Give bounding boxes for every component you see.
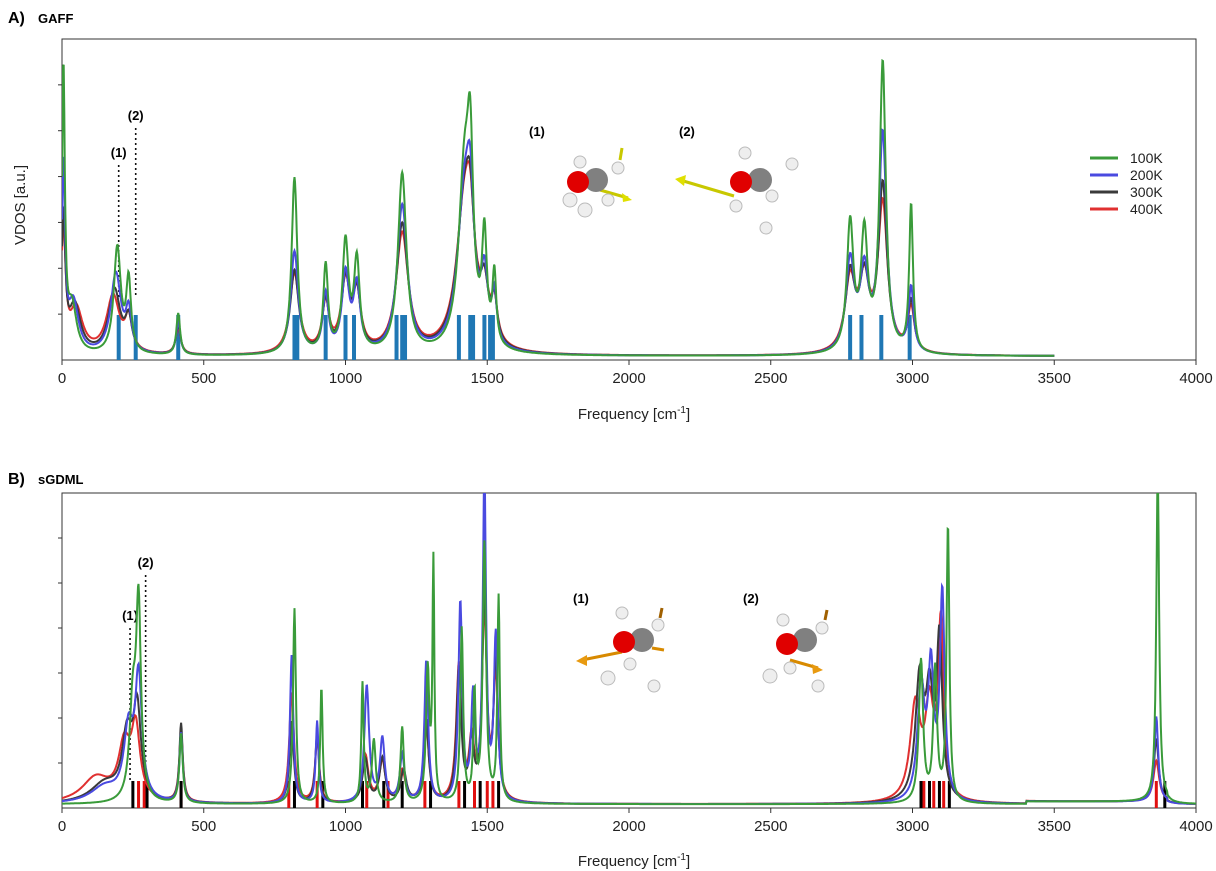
x-tick-label: 3000	[896, 370, 929, 387]
legend-label: 300K	[1130, 184, 1163, 200]
panel-b-title: sGDML	[38, 472, 84, 487]
x-tick-label: 3500	[1038, 818, 1071, 835]
panel-a-label: A)	[8, 10, 25, 27]
x-tick-label: 4000	[1179, 370, 1212, 387]
annotation-label: (2)	[138, 555, 154, 570]
x-tick-label: 500	[191, 818, 216, 835]
legend-label: 400K	[1130, 201, 1163, 217]
panel-a-xlabel: Frequency [cm-1]	[578, 405, 690, 423]
molecule-b1-icon	[576, 606, 665, 693]
x-tick-label: 0	[58, 370, 66, 387]
annotation-label: (1)	[122, 608, 138, 623]
x-tick-label: 3000	[896, 818, 929, 835]
panel-b-label: B)	[8, 471, 25, 488]
annotation-label: (2)	[128, 108, 144, 123]
x-tick-label: 3500	[1038, 370, 1071, 387]
panel-b-inset-1-label: (1)	[573, 591, 589, 606]
x-tick-label: 1000	[329, 370, 362, 387]
series-line-100K	[62, 58, 1055, 357]
x-tick-label: 2000	[612, 370, 645, 387]
x-tick-label: 1000	[329, 818, 362, 835]
panel-a-chart: 0 500 1000 1500 2000 2500 3000 3500 4000 (1) (2)	[58, 38, 1213, 387]
legend-label: 100K	[1130, 150, 1163, 166]
panel-a-inset-2-label: (2)	[679, 124, 695, 139]
molecule-a1-icon	[562, 147, 632, 218]
x-tick-label: 1500	[471, 818, 504, 835]
panel-a-inset-1-label: (1)	[529, 124, 545, 139]
x-tick-label: 2500	[754, 818, 787, 835]
panel-b-xlabel: Frequency [cm-1]	[578, 852, 690, 870]
series-line-300K	[62, 581, 1196, 805]
panel-a-title: GAFF	[38, 11, 73, 26]
x-tick-label: 0	[58, 818, 66, 835]
x-tick-label: 500	[191, 370, 216, 387]
x-tick-label: 2500	[754, 370, 787, 387]
molecule-a2-icon	[675, 146, 799, 235]
annotation-label: (1)	[111, 145, 127, 160]
x-tick-label: 1500	[471, 370, 504, 387]
panel-b-chart: 0 500 1000 1500 2000 2500 3000 3500 4000 (1) (2)	[58, 492, 1213, 835]
legend-label: 200K	[1130, 167, 1163, 183]
x-tick-label: 2000	[612, 818, 645, 835]
series-line-100K	[62, 493, 1196, 806]
molecule-b2-icon	[762, 609, 829, 693]
panel-b-inset-2-label: (2)	[743, 591, 759, 606]
panel-a-ylabel: VDOS [a.u.]	[12, 165, 29, 245]
x-tick-label: 4000	[1179, 818, 1212, 835]
